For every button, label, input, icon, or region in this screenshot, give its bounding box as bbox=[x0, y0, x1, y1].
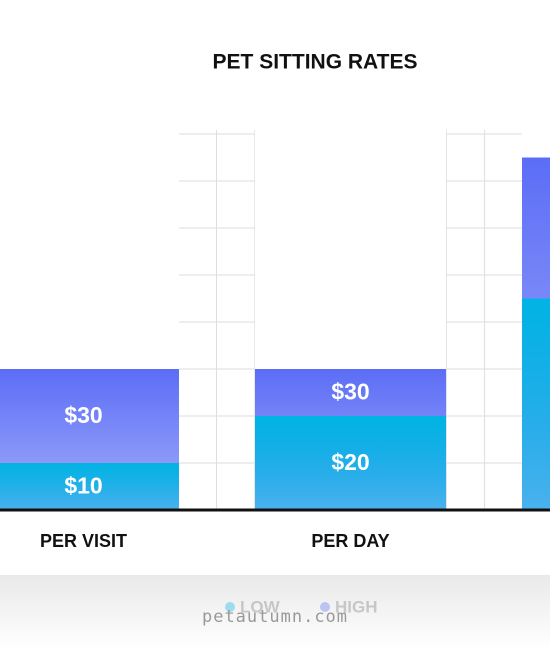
bar bbox=[522, 298, 550, 510]
chart-title: PET SITTING RATES bbox=[213, 51, 418, 74]
value-label: $30 bbox=[64, 402, 102, 428]
x-tick-label: PER DAY bbox=[311, 531, 389, 551]
footer-band bbox=[0, 575, 550, 650]
bar bbox=[255, 416, 446, 510]
watermark: petautumn.com bbox=[202, 607, 348, 627]
x-tick-label: PER VISIT bbox=[40, 531, 127, 551]
legend-swatch bbox=[320, 602, 330, 612]
legend-label: LOW bbox=[240, 597, 281, 616]
value-label: $10 bbox=[64, 473, 102, 499]
value-label: $30 bbox=[331, 379, 369, 405]
legend: LOW HIGH bbox=[225, 597, 378, 616]
bar bbox=[0, 463, 179, 510]
value-label: $20 bbox=[331, 449, 369, 475]
legend-label: HIGH bbox=[335, 597, 378, 616]
legend-swatch bbox=[225, 602, 235, 612]
